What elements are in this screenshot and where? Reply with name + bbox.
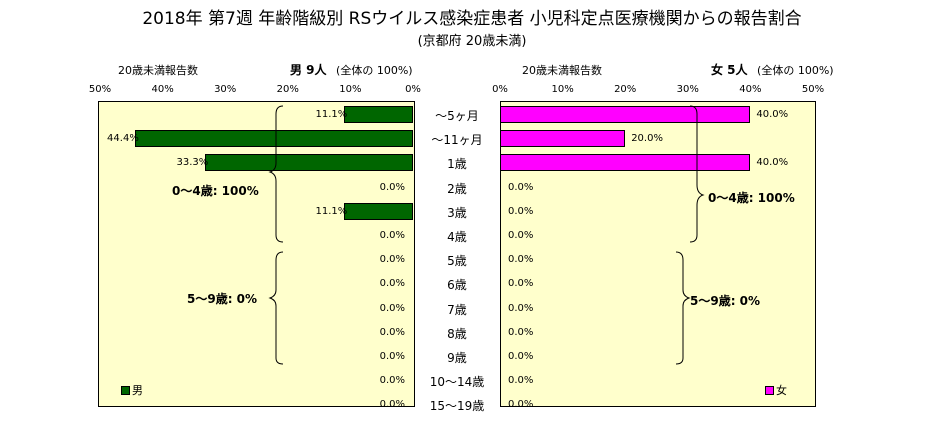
female-value-label: 0.0% bbox=[508, 278, 534, 290]
category-label: 6歳 bbox=[447, 278, 467, 293]
category-label: 4歳 bbox=[447, 230, 467, 244]
female-tick-label: 0% bbox=[492, 84, 508, 95]
category-label: ～5ヶ月 bbox=[435, 109, 479, 123]
female-value-label: 0.0% bbox=[508, 230, 534, 241]
male-value-label: 0.0% bbox=[379, 399, 405, 411]
category-label: 3歳 bbox=[447, 205, 467, 220]
male-legend: 男 bbox=[121, 382, 143, 398]
male-value-label: 44.4% bbox=[107, 133, 139, 145]
female-bar bbox=[500, 106, 751, 123]
female-legend: 女 bbox=[765, 382, 787, 398]
chart-subtitle: (京都府 20歳未満) bbox=[417, 34, 527, 49]
category-label: 8歳 bbox=[447, 326, 467, 341]
female-bracket-label-5-9: 5～9歳: 0% bbox=[690, 294, 761, 308]
male-report-count-label: 20歳未満報告数 bbox=[118, 64, 198, 77]
category-label: 10～14歳 bbox=[429, 375, 485, 390]
male-value-label: 0.0% bbox=[379, 181, 405, 193]
male-bar bbox=[135, 130, 413, 148]
female-value-label: 0.0% bbox=[508, 351, 534, 362]
female-value-label: 0.0% bbox=[508, 326, 534, 338]
category-label: 15～19歳 bbox=[429, 399, 485, 414]
male-value-label: 0.0% bbox=[379, 254, 405, 266]
female-bracket-0-4 bbox=[689, 105, 705, 243]
female-value-label: 0.0% bbox=[508, 254, 534, 266]
male-value-label: 11.1% bbox=[315, 205, 348, 217]
female-bar bbox=[500, 130, 626, 148]
male-count: 男 9人 bbox=[290, 63, 327, 77]
male-value-label: 0.0% bbox=[379, 351, 405, 362]
male-legend-label: 男 bbox=[132, 384, 143, 397]
male-bracket-label-5-9: 5～9歳: 0% bbox=[187, 292, 258, 306]
male-tick-label: 0% bbox=[405, 84, 421, 95]
male-value-label: 0.0% bbox=[379, 278, 405, 290]
female-tick-label: 40% bbox=[739, 84, 762, 95]
female-legend-swatch bbox=[765, 385, 774, 395]
male-tick-label: 50% bbox=[88, 84, 112, 95]
male-legend-swatch bbox=[121, 385, 130, 395]
female-value-label: 20.0% bbox=[631, 133, 663, 145]
female-share-note: (全体の 100%) bbox=[757, 64, 834, 77]
male-share-note: (全体の 100%) bbox=[336, 64, 413, 77]
male-value-label: 0.0% bbox=[379, 302, 405, 314]
category-label: 5歳 bbox=[447, 254, 467, 269]
female-count: 女 5人 bbox=[711, 63, 748, 77]
male-bar bbox=[204, 154, 413, 172]
female-value-label: 40.0% bbox=[756, 109, 789, 120]
category-label: 1歳 bbox=[447, 157, 467, 172]
female-bracket-5-9 bbox=[675, 251, 691, 365]
female-legend-label: 女 bbox=[776, 384, 787, 397]
category-label: 7歳 bbox=[447, 302, 467, 317]
category-label: 2歳 bbox=[447, 181, 467, 196]
female-bar bbox=[500, 154, 751, 172]
female-tick-label: 10% bbox=[551, 84, 574, 95]
category-label: 9歳 bbox=[447, 351, 467, 365]
female-tick-label: 30% bbox=[676, 84, 699, 95]
chart-title: 2018年 第7週 年齢階級別 RSウイルス感染症患者 小児科定点医療機関からの… bbox=[142, 9, 802, 29]
female-value-label: 0.0% bbox=[508, 399, 534, 411]
female-tick-label: 20% bbox=[614, 84, 637, 95]
female-value-label: 0.0% bbox=[508, 181, 534, 193]
female-plot-area bbox=[500, 101, 816, 407]
male-bracket-label-0-4: 0～4歳: 100% bbox=[172, 184, 259, 198]
female-bracket-label-0-4: 0～4歳: 100% bbox=[708, 191, 795, 205]
male-value-label: 0.0% bbox=[379, 230, 405, 241]
male-tick-label: 10% bbox=[339, 84, 362, 95]
female-value-label: 0.0% bbox=[508, 205, 534, 217]
female-value-label: 0.0% bbox=[508, 375, 534, 387]
female-value-label: 0.0% bbox=[508, 302, 534, 314]
female-value-label: 40.0% bbox=[756, 157, 789, 169]
male-tick-label: 30% bbox=[214, 84, 237, 95]
male-bracket-0-4 bbox=[268, 105, 284, 243]
male-value-label: 0.0% bbox=[379, 326, 405, 338]
male-tick-label: 40% bbox=[151, 84, 174, 95]
male-value-label: 0.0% bbox=[379, 375, 405, 387]
female-report-count-label: 20歳未満報告数 bbox=[522, 64, 602, 77]
male-value-label: 33.3% bbox=[176, 157, 209, 169]
male-bar bbox=[343, 106, 413, 123]
male-bar bbox=[343, 202, 413, 220]
female-header: 女 5人 (全体の 100%) bbox=[711, 61, 834, 78]
category-label: ～11ヶ月 bbox=[431, 133, 483, 148]
male-plot-area bbox=[98, 101, 415, 407]
female-tick-label: 50% bbox=[801, 84, 825, 95]
male-tick-label: 20% bbox=[276, 84, 299, 95]
male-header: 男 9人 (全体の 100%) bbox=[290, 61, 413, 78]
male-value-label: 11.1% bbox=[315, 109, 348, 120]
male-bracket-5-9 bbox=[268, 251, 284, 365]
